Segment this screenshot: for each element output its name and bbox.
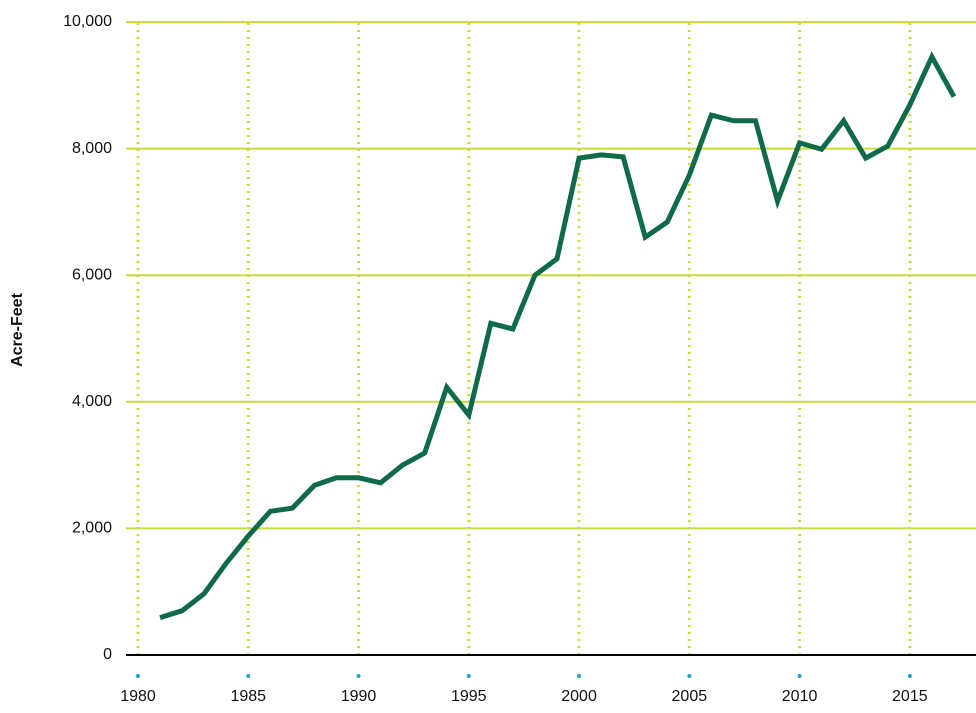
x-tick-label: 1985 [230,688,266,705]
x-tick-label: 1990 [341,688,377,705]
y-axis-label: Acre-Feet [9,292,26,366]
x-tick-label: 2000 [561,688,597,705]
tick-mark [466,674,471,678]
tick-mark [246,674,251,678]
x-tick-label: 1980 [120,688,156,705]
tick-mark [136,674,140,678]
tick-mark [577,674,582,678]
tick-mark [907,674,912,678]
data-line [159,51,957,621]
y-tick-label: 0 [103,646,112,663]
tick-mark [356,674,361,678]
y-tick-label: 2,000 [72,520,112,537]
x-tick-label: 2005 [672,688,708,705]
tick-mark [797,674,802,678]
y-tick-label: 4,000 [72,393,112,410]
tick-mark [687,674,692,678]
y-tick-label: 10,000 [63,13,112,30]
x-tick-label: 1995 [451,688,487,705]
x-tick-label: 2015 [892,688,928,705]
x-tick-label: 2010 [782,688,818,705]
y-tick-label: 8,000 [72,140,112,157]
y-tick-label: 6,000 [72,266,112,283]
